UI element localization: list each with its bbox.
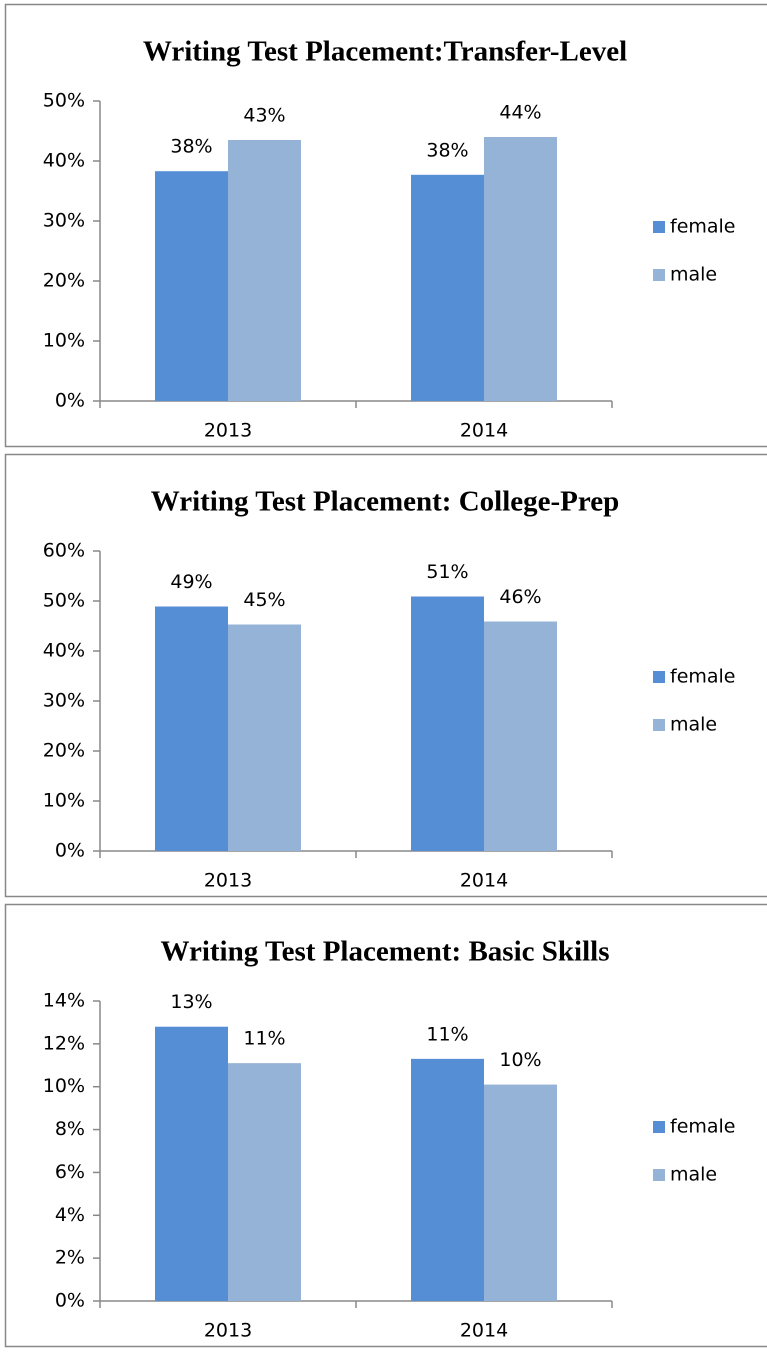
y-tick-label: 30%: [43, 690, 85, 712]
legend-label: female: [670, 666, 736, 688]
chart-border: [4, 3, 767, 448]
data-label: 11%: [426, 1023, 468, 1045]
legend-swatch: [653, 1121, 665, 1133]
y-tick-label: 40%: [43, 150, 85, 172]
legend-label: male: [670, 1164, 717, 1186]
y-tick-label: 50%: [43, 90, 85, 112]
bar: [155, 1026, 228, 1301]
bar: [411, 174, 484, 401]
y-tick-label: 8%: [55, 1118, 85, 1140]
data-label: 44%: [499, 102, 541, 124]
bar: [155, 171, 228, 401]
chart-border: [4, 903, 767, 1348]
legend-swatch: [653, 1169, 665, 1181]
y-tick-label: 20%: [43, 740, 85, 762]
y-tick-label: 50%: [43, 590, 85, 612]
chart-border: [4, 453, 767, 898]
legend-label: female: [670, 216, 736, 238]
y-tick-label: 14%: [43, 990, 85, 1012]
bar: [411, 1058, 484, 1301]
data-label: 43%: [243, 105, 285, 127]
y-tick-label: 2%: [55, 1247, 85, 1269]
x-tick-label: 2013: [204, 420, 252, 442]
chart-title: Writing Test Placement: College-Prep: [151, 486, 619, 518]
y-tick-label: 0%: [55, 840, 85, 862]
legend-swatch: [653, 221, 665, 233]
data-label: 38%: [426, 139, 468, 161]
x-tick-label: 2013: [204, 1320, 252, 1342]
data-label: 10%: [499, 1049, 541, 1071]
y-tick-label: 12%: [43, 1032, 85, 1054]
y-tick-label: 4%: [55, 1204, 85, 1226]
bar: [411, 596, 484, 851]
x-tick-label: 2014: [460, 1320, 508, 1342]
data-label: 45%: [243, 589, 285, 611]
chart: Writing Test Placement: Basic Skills 0% 2%…: [4, 903, 767, 1348]
x-tick-label: 2014: [460, 870, 508, 892]
bar: [228, 140, 301, 401]
legend-label: female: [670, 1116, 736, 1138]
data-label: 38%: [170, 136, 212, 158]
bar: [228, 1063, 301, 1301]
y-tick-label: 10%: [43, 330, 85, 352]
bar: [228, 624, 301, 851]
bar: [484, 1084, 557, 1301]
data-label: 13%: [170, 991, 212, 1013]
data-label: 51%: [426, 561, 468, 583]
data-label: 49%: [170, 571, 212, 593]
chart: Writing Test Placement: College-Prep 0% 10…: [4, 453, 767, 898]
legend-label: male: [670, 714, 717, 736]
legend-swatch: [653, 719, 665, 731]
legend-swatch: [653, 671, 665, 683]
chart: Writing Test Placement:Transfer-Level 0% 1…: [4, 3, 767, 448]
legend-label: male: [670, 264, 717, 286]
y-tick-label: 10%: [43, 790, 85, 812]
chart-title: Writing Test Placement: Basic Skills: [161, 936, 610, 968]
x-tick-label: 2014: [460, 420, 508, 442]
chart-title: Writing Test Placement:Transfer-Level: [143, 36, 627, 68]
data-label: 11%: [243, 1028, 285, 1050]
y-tick-label: 0%: [55, 390, 85, 412]
y-tick-label: 30%: [43, 210, 85, 232]
bar: [484, 621, 557, 851]
y-tick-label: 60%: [43, 540, 85, 562]
bar: [484, 137, 557, 401]
legend-swatch: [653, 269, 665, 281]
y-tick-label: 0%: [55, 1290, 85, 1312]
bar: [155, 606, 228, 851]
y-tick-label: 40%: [43, 640, 85, 662]
x-tick-label: 2013: [204, 870, 252, 892]
y-tick-label: 6%: [55, 1161, 85, 1183]
y-tick-label: 20%: [43, 270, 85, 292]
data-label: 46%: [499, 586, 541, 608]
y-tick-label: 10%: [43, 1075, 85, 1097]
